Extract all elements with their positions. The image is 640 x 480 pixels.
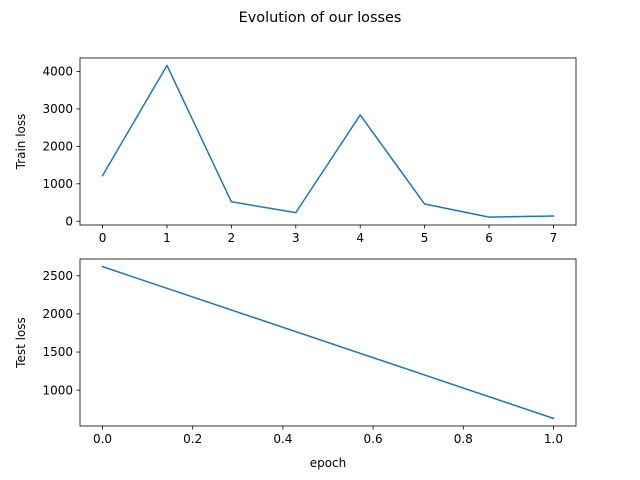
- x-tick-label: 5: [421, 231, 429, 245]
- x-tick-label: 4: [356, 231, 364, 245]
- series-line-train: [101, 64, 555, 218]
- y-tick-label: 3000: [42, 102, 73, 116]
- y-tick-label: 1500: [42, 345, 73, 359]
- x-tick-label: 1.0: [544, 432, 563, 446]
- x-tick-label: 0: [99, 231, 107, 245]
- x-tick-label: 0.2: [183, 432, 202, 446]
- x-tick-label: 0.0: [93, 432, 112, 446]
- x-tick-label: 0.8: [454, 432, 473, 446]
- y-tick-label: 1000: [42, 177, 73, 191]
- y-tick-label: 1000: [42, 383, 73, 397]
- figure-title: Evolution of our losses: [239, 10, 402, 26]
- y-tick-label: 2000: [42, 307, 73, 321]
- y-axis-label: Train loss: [14, 114, 28, 171]
- axes-frame: [79, 258, 577, 427]
- y-tick-label: 4000: [42, 65, 73, 79]
- x-tick-label: 6: [485, 231, 493, 245]
- x-tick-label: 7: [550, 231, 558, 245]
- y-tick-label: 2000: [42, 140, 73, 154]
- series-line-test: [101, 265, 555, 420]
- x-tick-label: 3: [292, 231, 300, 245]
- x-tick-label: 0.4: [273, 432, 292, 446]
- y-tick-label: 0: [65, 214, 73, 228]
- test-loss-chart: 0.0 0.2 0.4 0.6 0.8 1.0 1000 1500 2000 2500 Test l…: [14, 258, 577, 470]
- x-tick-label: 1: [163, 231, 171, 245]
- x-tick-label: 2: [228, 231, 236, 245]
- x-axis-label: epoch: [310, 456, 347, 470]
- y-axis-label: Test loss: [14, 317, 28, 369]
- train-loss-chart: 0 1 2 3 4 5 6 7 0 1000 2000 3000 4000 Train loss: [14, 57, 577, 245]
- axes-frame: [79, 57, 577, 226]
- x-tick-label: 0.6: [364, 432, 383, 446]
- y-tick-label: 2500: [42, 269, 73, 283]
